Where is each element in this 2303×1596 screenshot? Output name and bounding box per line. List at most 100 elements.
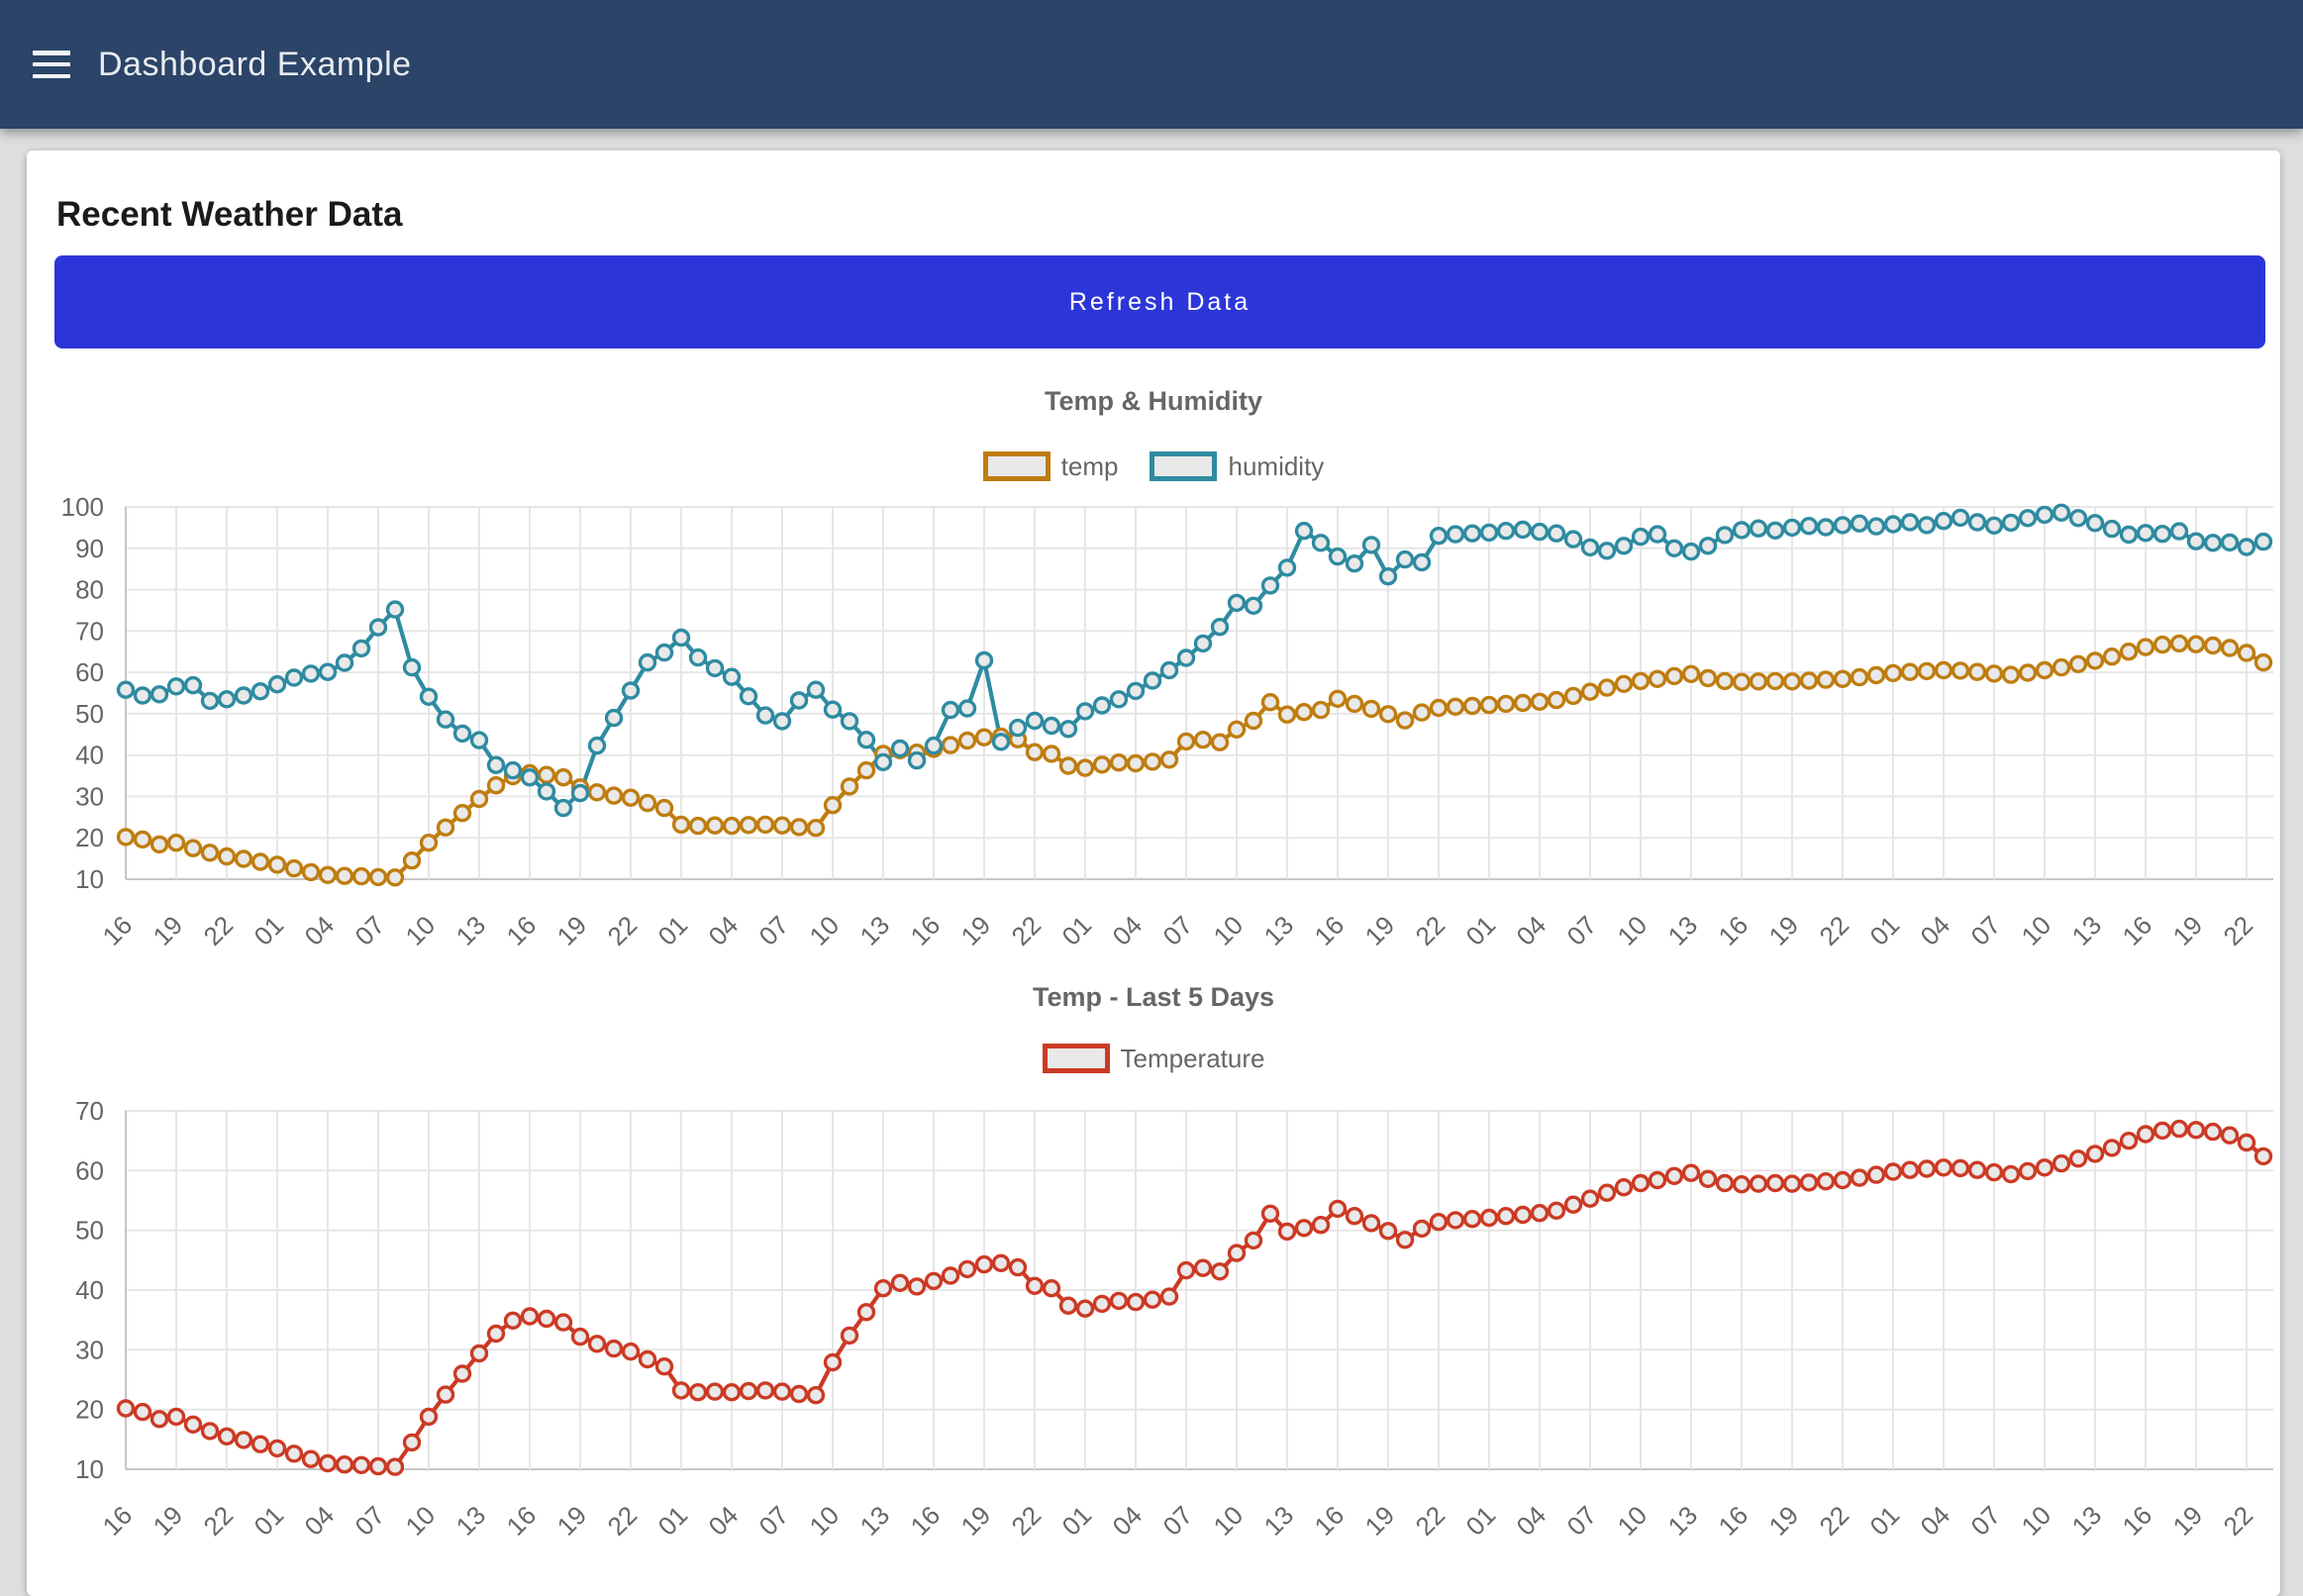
- svg-text:19: 19: [1359, 1500, 1401, 1542]
- svg-text:22: 22: [602, 1500, 644, 1542]
- svg-text:22: 22: [1006, 1500, 1048, 1542]
- svg-text:22: 22: [602, 910, 644, 951]
- legend-swatch: [1150, 451, 1218, 481]
- svg-text:01: 01: [652, 1500, 694, 1542]
- svg-text:16: 16: [1309, 910, 1351, 951]
- svg-text:16: 16: [97, 1500, 139, 1542]
- svg-text:100: 100: [61, 492, 104, 522]
- svg-text:07: 07: [1965, 910, 2007, 951]
- svg-text:13: 13: [451, 1500, 492, 1542]
- svg-text:19: 19: [551, 910, 593, 951]
- svg-text:10: 10: [400, 1500, 442, 1542]
- svg-text:07: 07: [753, 910, 795, 951]
- svg-text:04: 04: [1915, 1500, 1956, 1542]
- svg-text:10: 10: [1612, 910, 1653, 951]
- svg-text:22: 22: [198, 910, 240, 951]
- svg-text:70: 70: [75, 1101, 104, 1126]
- svg-text:07: 07: [350, 1500, 391, 1542]
- svg-text:10: 10: [804, 910, 846, 951]
- svg-text:16: 16: [905, 910, 947, 951]
- chart-title-temp-last-5-days: Temp - Last 5 Days: [1032, 982, 1275, 1012]
- svg-text:70: 70: [75, 616, 104, 646]
- chart-title-temp-humidity: Temp & Humidity: [1044, 386, 1262, 416]
- svg-text:30: 30: [75, 1335, 104, 1364]
- legend-label: Temperature: [1120, 1043, 1265, 1073]
- svg-text:50: 50: [75, 699, 104, 729]
- svg-text:19: 19: [551, 1500, 593, 1542]
- svg-text:16: 16: [501, 1500, 543, 1542]
- svg-text:07: 07: [753, 1500, 795, 1542]
- svg-text:01: 01: [1056, 910, 1098, 951]
- svg-text:19: 19: [2167, 910, 2209, 951]
- svg-text:13: 13: [451, 910, 492, 951]
- svg-text:10: 10: [75, 864, 104, 894]
- page-title: Recent Weather Data: [56, 195, 403, 235]
- legend-swatch: [982, 451, 1051, 481]
- svg-text:16: 16: [1713, 910, 1754, 951]
- svg-text:22: 22: [1006, 910, 1048, 951]
- svg-text:19: 19: [1359, 910, 1401, 951]
- svg-text:04: 04: [1107, 910, 1149, 951]
- legend-item-temperature[interactable]: Temperature: [1042, 1043, 1265, 1074]
- svg-text:01: 01: [1056, 1500, 1098, 1542]
- svg-text:04: 04: [703, 1500, 745, 1542]
- svg-text:10: 10: [2016, 910, 2057, 951]
- legend-item-humidity[interactable]: humidity: [1150, 451, 1324, 482]
- hamburger-menu-icon[interactable]: [33, 50, 70, 78]
- svg-text:19: 19: [1763, 910, 1805, 951]
- svg-text:30: 30: [75, 781, 104, 811]
- svg-text:19: 19: [955, 910, 997, 951]
- svg-text:01: 01: [1460, 1500, 1502, 1542]
- svg-text:01: 01: [1864, 910, 1906, 951]
- svg-text:20: 20: [75, 823, 104, 852]
- svg-text:22: 22: [1410, 910, 1452, 951]
- svg-text:07: 07: [350, 910, 391, 951]
- svg-text:07: 07: [1157, 1500, 1199, 1542]
- svg-text:01: 01: [652, 910, 694, 951]
- svg-text:22: 22: [2218, 910, 2259, 951]
- svg-text:01: 01: [249, 1500, 290, 1542]
- svg-text:13: 13: [2066, 910, 2108, 951]
- svg-text:50: 50: [75, 1216, 104, 1246]
- svg-text:13: 13: [854, 1500, 896, 1542]
- svg-text:13: 13: [854, 910, 896, 951]
- svg-text:40: 40: [75, 1275, 104, 1305]
- svg-text:16: 16: [2117, 910, 2158, 951]
- svg-text:16: 16: [2117, 1500, 2158, 1542]
- refresh-data-button[interactable]: Refresh Data: [54, 255, 2265, 349]
- svg-text:10: 10: [1612, 1500, 1653, 1542]
- chart-legend-temperature: Temperature: [27, 1040, 2280, 1077]
- legend-swatch: [1042, 1044, 1110, 1073]
- app-header: Dashboard Example: [0, 0, 2303, 129]
- svg-text:01: 01: [1460, 910, 1502, 951]
- svg-text:10: 10: [804, 1500, 846, 1542]
- svg-text:19: 19: [148, 1500, 189, 1542]
- svg-text:01: 01: [1864, 1500, 1906, 1542]
- legend-label: humidity: [1228, 450, 1325, 481]
- svg-text:04: 04: [1511, 1500, 1552, 1542]
- svg-text:16: 16: [1713, 1500, 1754, 1542]
- svg-text:04: 04: [1107, 1500, 1149, 1542]
- svg-text:19: 19: [1763, 1500, 1805, 1542]
- svg-text:10: 10: [1208, 1500, 1250, 1542]
- svg-text:60: 60: [75, 657, 104, 687]
- svg-text:07: 07: [1965, 1500, 2007, 1542]
- svg-text:04: 04: [703, 910, 745, 951]
- svg-text:10: 10: [400, 910, 442, 951]
- svg-text:10: 10: [2016, 1500, 2057, 1542]
- svg-text:20: 20: [75, 1395, 104, 1425]
- app-title: Dashboard Example: [98, 45, 412, 83]
- svg-text:19: 19: [148, 910, 189, 951]
- svg-text:10: 10: [1208, 910, 1250, 951]
- content-card: Recent Weather Data Refresh Data Temp & …: [27, 150, 2280, 1596]
- svg-text:04: 04: [299, 1500, 341, 1542]
- svg-text:01: 01: [249, 910, 290, 951]
- chart-legend-temp-humidity: temp humidity: [27, 448, 2280, 485]
- svg-text:19: 19: [2167, 1500, 2209, 1542]
- svg-text:19: 19: [955, 1500, 997, 1542]
- svg-text:13: 13: [1662, 910, 1704, 951]
- svg-text:22: 22: [1814, 910, 1855, 951]
- legend-item-temp[interactable]: temp: [982, 451, 1118, 482]
